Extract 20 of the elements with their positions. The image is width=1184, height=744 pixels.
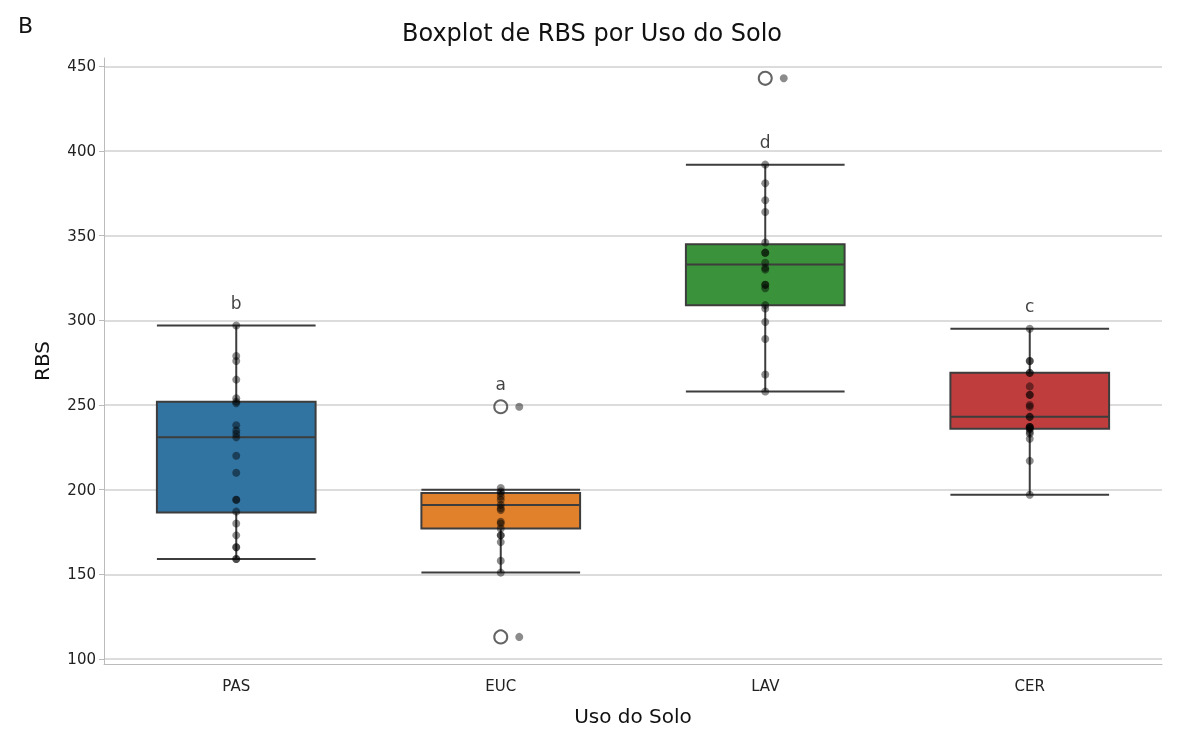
x-tick-label: CER — [1014, 676, 1045, 695]
x-tick-label: EUC — [485, 676, 517, 695]
x-tick-label: PAS — [222, 676, 251, 695]
text: B — [18, 12, 34, 38]
y-tick-label: 250 — [67, 396, 96, 415]
chart-title: Boxplot de RBS por Uso do Solo — [401, 19, 783, 47]
y-tick-label: 150 — [67, 565, 96, 584]
y-tick-label: 400 — [67, 142, 96, 161]
y-tick-label: 350 — [67, 226, 96, 245]
annotation: c — [1025, 296, 1035, 317]
x-tick-label: LAV — [751, 676, 781, 695]
y-tick-label: 200 — [67, 480, 96, 499]
annotation: d — [759, 132, 771, 153]
annotation: b — [230, 292, 242, 313]
x-axis-title: Uso do Solo — [574, 704, 692, 728]
annotation: a — [495, 374, 506, 395]
y-tick-label: 450 — [67, 57, 96, 76]
y-tick-label: 100 — [67, 649, 96, 668]
y-tick-label: 300 — [67, 311, 96, 330]
y-axis-title: RBS — [30, 341, 54, 381]
